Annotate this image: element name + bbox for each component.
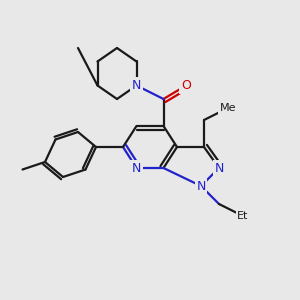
- Text: N: N: [196, 179, 206, 193]
- Text: N: N: [132, 161, 141, 175]
- Text: Et: Et: [237, 211, 249, 221]
- Text: Me: Me: [220, 103, 236, 113]
- Text: N: N: [132, 79, 141, 92]
- Text: N: N: [214, 161, 224, 175]
- Text: O: O: [181, 79, 191, 92]
